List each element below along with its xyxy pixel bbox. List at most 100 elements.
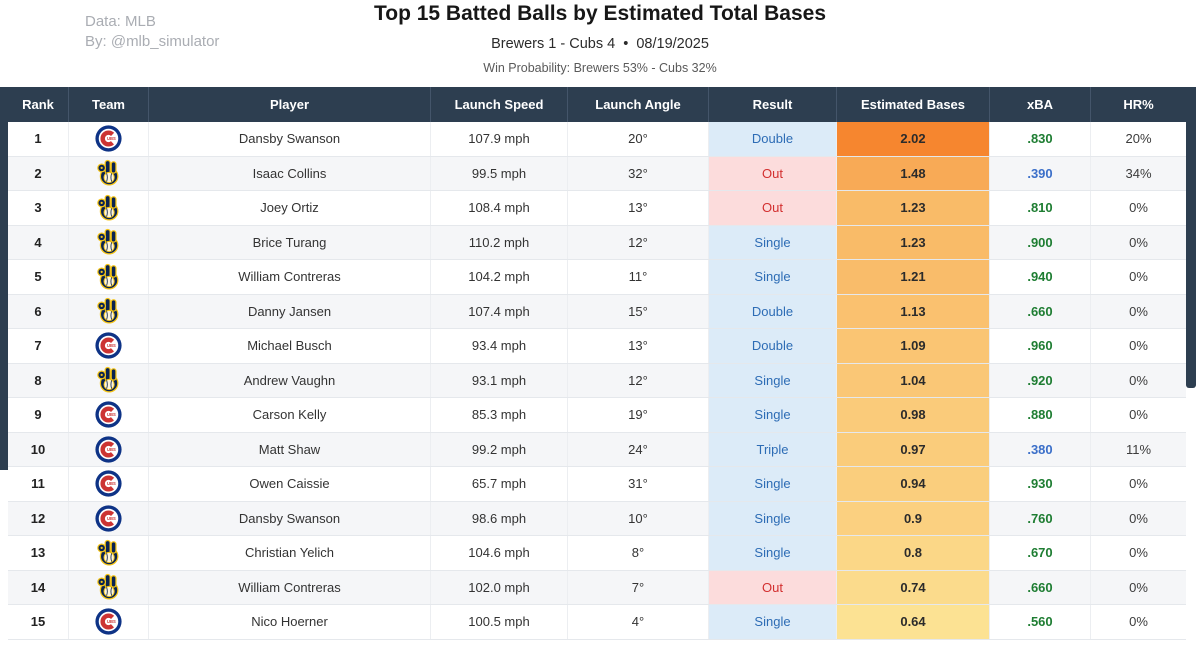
- cubs-logo-icon: UBS: [95, 332, 122, 359]
- player-cell: Owen Caissie: [148, 467, 430, 501]
- page-title: Top 15 Batted Balls by Estimated Total B…: [373, 2, 826, 25]
- xba-cell: .960: [989, 329, 1090, 363]
- speed-cell: 104.2 mph: [430, 260, 567, 294]
- team-cell: [68, 294, 148, 328]
- table-row: 3 Joey Ortiz 108.4 mph 13° Out 1.23.810 0%: [8, 191, 1186, 226]
- hr-cell: 0%: [1090, 225, 1186, 259]
- table-row: 1 UBS Dansby Swanson 107.9 mph 20° Double 2.02…: [8, 122, 1186, 157]
- speed-cell: 102.0 mph: [430, 570, 567, 604]
- rank-cell: 3: [34, 200, 42, 216]
- left-edge-bar: [0, 87, 8, 470]
- credit-data-source: Data: MLB: [85, 13, 156, 30]
- hr-cell: 0%: [1090, 294, 1186, 328]
- hr-cell: 20%: [1090, 122, 1186, 156]
- brewers-logo-icon: [97, 367, 119, 393]
- rank-cell: 12: [30, 510, 46, 526]
- player-cell: Isaac Collins: [148, 156, 430, 190]
- table-row: 10 UBS Matt Shaw 99.2 mph 24° Triple 0.97.380 1…: [8, 432, 1186, 467]
- result-cell: Double: [708, 122, 836, 156]
- win-probability: Win Probability: Brewers 53% - Cubs 32%: [483, 61, 717, 75]
- cubs-logo-icon: UBS: [95, 505, 122, 532]
- table-row: 12 UBS Dansby Swanson 98.6 mph 10° Single 0.9.…: [8, 501, 1186, 536]
- xba-cell: .880: [989, 398, 1090, 432]
- table-body: 1 UBS Dansby Swanson 107.9 mph 20° Double 2.02…: [8, 122, 1186, 640]
- table-row: 2 Isaac Collins 99.5 mph 32° Out 1.48.390 34%: [8, 156, 1186, 191]
- team-cell: UBS: [68, 398, 148, 432]
- result-cell: Single: [708, 467, 836, 501]
- bases-cell: 0.64: [836, 605, 989, 639]
- svg-text:UBS: UBS: [107, 412, 116, 417]
- xba-cell: .930: [989, 467, 1090, 501]
- cubs-logo-icon: UBS: [95, 608, 122, 635]
- table-row: 7 UBS Michael Busch 93.4 mph 13° Double 1.09.9…: [8, 329, 1186, 364]
- hr-cell: 0%: [1090, 191, 1186, 225]
- xba-cell: .810: [989, 191, 1090, 225]
- bases-cell: 0.98: [836, 398, 989, 432]
- brewers-logo-icon: [97, 229, 119, 255]
- result-cell: Single: [708, 605, 836, 639]
- svg-text:UBS: UBS: [107, 516, 116, 521]
- speed-cell: 107.4 mph: [430, 294, 567, 328]
- hr-cell: 0%: [1090, 329, 1186, 363]
- cubs-logo-icon: UBS: [95, 470, 122, 497]
- brewers-logo-icon: [97, 574, 119, 600]
- rank-cell: 5: [34, 269, 42, 285]
- angle-cell: 7°: [567, 570, 708, 604]
- angle-cell: 10°: [567, 501, 708, 535]
- bases-cell: 1.48: [836, 156, 989, 190]
- result-cell: Single: [708, 225, 836, 259]
- player-cell: Joey Ortiz: [148, 191, 430, 225]
- rank-cell: 4: [34, 234, 42, 250]
- speed-cell: 98.6 mph: [430, 501, 567, 535]
- xba-cell: .760: [989, 501, 1090, 535]
- team-cell: [68, 225, 148, 259]
- xba-cell: .380: [989, 432, 1090, 466]
- speed-cell: 99.5 mph: [430, 156, 567, 190]
- player-cell: Carson Kelly: [148, 398, 430, 432]
- player-cell: Nico Hoerner: [148, 605, 430, 639]
- credit: Data: MLB By: @mlb_simulator: [85, 12, 219, 52]
- hr-cell: 0%: [1090, 570, 1186, 604]
- player-cell: Andrew Vaughn: [148, 363, 430, 397]
- hr-cell: 34%: [1090, 156, 1186, 190]
- angle-cell: 24°: [567, 432, 708, 466]
- team-cell: [68, 570, 148, 604]
- player-cell: Michael Busch: [148, 329, 430, 363]
- team-cell: UBS: [68, 467, 148, 501]
- player-cell: Danny Jansen: [148, 294, 430, 328]
- speed-cell: 93.1 mph: [430, 363, 567, 397]
- table-row: 5 William Contreras 104.2 mph 11° Single 1.21…: [8, 260, 1186, 295]
- credit-author: By: @mlb_simulator: [85, 33, 220, 50]
- speed-cell: 85.3 mph: [430, 398, 567, 432]
- table-row: 9 UBS Carson Kelly 85.3 mph 19° Single 0.98.88…: [8, 398, 1186, 433]
- player-cell: William Contreras: [148, 570, 430, 604]
- xba-cell: .560: [989, 605, 1090, 639]
- bases-cell: 0.8: [836, 536, 989, 570]
- column-header-rank: Rank: [22, 97, 54, 112]
- result-cell: Single: [708, 260, 836, 294]
- angle-cell: 13°: [567, 191, 708, 225]
- svg-text:UBS: UBS: [107, 136, 116, 141]
- speed-cell: 100.5 mph: [430, 605, 567, 639]
- bases-cell: 0.74: [836, 570, 989, 604]
- column-header-team: Team: [68, 87, 148, 122]
- brewers-logo-icon: [97, 539, 119, 566]
- column-header-bases: Estimated Bases: [836, 87, 989, 122]
- result-cell: Triple: [708, 432, 836, 466]
- xba-cell: .660: [989, 294, 1090, 328]
- scrollbar[interactable]: [1186, 87, 1196, 388]
- svg-text:UBS: UBS: [107, 619, 116, 624]
- hr-cell: 0%: [1090, 605, 1186, 639]
- hr-cell: 11%: [1090, 432, 1186, 466]
- hr-cell: 0%: [1090, 260, 1186, 294]
- team-cell: UBS: [68, 605, 148, 639]
- column-header-angle: Launch Angle: [567, 87, 708, 122]
- xba-cell: .940: [989, 260, 1090, 294]
- speed-cell: 108.4 mph: [430, 191, 567, 225]
- result-cell: Double: [708, 294, 836, 328]
- angle-cell: 31°: [567, 467, 708, 501]
- speed-cell: 110.2 mph: [430, 225, 567, 259]
- rank-cell: 7: [34, 338, 42, 354]
- player-cell: Dansby Swanson: [148, 501, 430, 535]
